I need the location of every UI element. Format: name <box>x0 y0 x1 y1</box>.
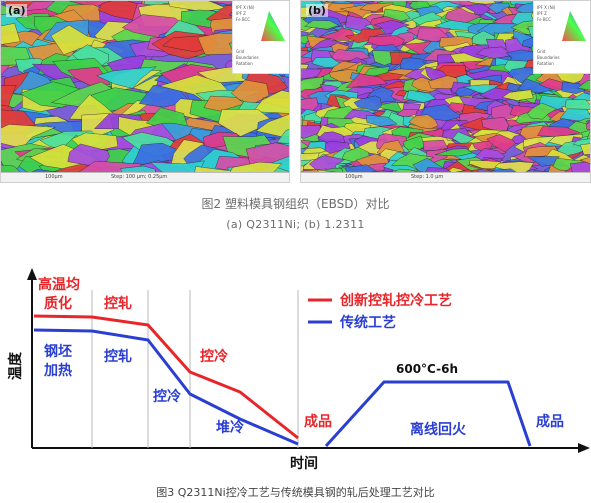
ebsd-grain <box>434 148 473 157</box>
ebsd-grain <box>301 124 323 139</box>
figure-3-caption: 图3 Q2311Ni控冷工艺与传统模具钢的轧后处理工艺对比 <box>156 486 435 499</box>
offline-tempering-label: 离线回火 <box>410 421 467 438</box>
blue-label-heating-1: 钢坯 <box>44 343 72 360</box>
figure-2-caption: 图2 塑料模具钢组织（EBSD）对比 <box>201 197 390 211</box>
ebsd-grain <box>344 1 378 5</box>
panel-b-tag: (b) <box>306 4 328 17</box>
red-process-line <box>33 314 299 440</box>
ebsd-grain <box>319 27 355 41</box>
legend-line: Boundaries <box>236 55 259 60</box>
ebsd-grain <box>353 95 382 112</box>
ebsd-grain <box>218 109 275 137</box>
product-label-2: 成品 <box>536 413 564 430</box>
y-axis-label: 温度 <box>7 351 24 380</box>
x-axis-arrow <box>578 443 590 453</box>
red-label-homogenize-1: 高温均 <box>38 276 80 293</box>
scale-step-b: Step: 1.0 μm <box>411 174 444 180</box>
ebsd-grain <box>252 90 289 114</box>
legend-line: Grid <box>537 49 546 54</box>
ebsd-grain <box>467 1 497 5</box>
ebsd-map-a: (a) IPF X (Ni) IPF Z Fe BCC Grid Boundar… <box>0 0 290 183</box>
process-comparison-diagram: 创新控轧控冷工艺 传统工艺 高温均 质化 控轧 控冷 钢坯 加热 控轧 控冷 堆… <box>7 268 590 472</box>
blue-label-heating-2: 加热 <box>43 362 72 379</box>
legend-line: IPF Z <box>537 11 547 16</box>
ebsd-grain <box>428 75 459 90</box>
legend-line: IPF X (Ni) <box>236 5 255 10</box>
ebsd-grain <box>96 66 157 89</box>
ebsd-grain <box>1 23 21 45</box>
ebsd-grain <box>501 89 534 101</box>
y-axis-arrow <box>27 268 37 280</box>
ebsd-grain <box>585 121 590 131</box>
blue-label-cooling: 控冷 <box>153 388 181 405</box>
product-label-1: 成品 <box>304 413 332 430</box>
ebsd-grain <box>255 114 289 138</box>
legend-line: Fe BCC <box>236 17 251 22</box>
ipf-triangle-b <box>562 11 586 41</box>
legend-line: Fe BCC <box>537 17 552 22</box>
ebsd-grain <box>301 116 303 127</box>
ebsd-grain <box>288 99 289 101</box>
ebsd-legend-b: IPF X (Ni) IPF Z Fe BCC Grid Boundaries … <box>533 1 590 74</box>
ebsd-grain <box>561 81 586 94</box>
ebsd-grain <box>526 156 560 167</box>
ebsd-map-b: (b) IPF X (Ni) IPF Z Fe BCC Grid Boundar… <box>300 0 591 183</box>
ebsd-grain <box>399 57 425 71</box>
ebsd-grain <box>345 73 388 88</box>
ebsd-grain <box>60 181 68 182</box>
x-axis-label: 时间 <box>290 455 318 472</box>
tempering-label: 600°C-6h <box>396 362 458 376</box>
ebsd-grain <box>569 161 590 175</box>
red-label-cooling: 控冷 <box>200 348 228 365</box>
ebsd-grain <box>406 89 437 103</box>
ebsd-grain <box>577 80 590 91</box>
legend-red-label: 创新控轧控冷工艺 <box>339 292 452 309</box>
ebsd-grain <box>589 112 590 114</box>
ebsd-legend-a: IPF X (Ni) IPF Z Fe BCC Grid Boundaries … <box>232 1 289 74</box>
legend-line: Rotation <box>236 61 253 66</box>
blue-tempering-line <box>324 380 532 448</box>
ebsd-grain <box>486 134 516 153</box>
legend-line: Grid <box>236 49 245 54</box>
blue-process-line <box>33 328 299 446</box>
ebsd-grain <box>469 159 501 170</box>
red-label-homogenize-2: 质化 <box>44 295 72 312</box>
scale-length-a: 100μm <box>45 174 63 180</box>
ebsd-grain <box>527 102 558 120</box>
scalebar-a: 100μm Step: 100 μm; 0.25μm <box>1 172 289 182</box>
ebsd-grain <box>487 2 511 14</box>
ebsd-grain <box>365 114 398 127</box>
red-label-rolling: 控轧 <box>104 295 132 312</box>
ipf-triangle-a <box>261 11 285 41</box>
blue-label-pile-cooling: 堆冷 <box>216 419 244 436</box>
panel-a-tag: (a) <box>6 4 28 17</box>
ebsd-grain <box>207 1 235 6</box>
legend-blue-label: 传统工艺 <box>339 314 396 331</box>
scale-length-b: 100μm <box>345 174 363 180</box>
scale-step-a: Step: 100 μm; 0.25μm <box>111 174 168 180</box>
scalebar-b: 100μm Step: 1.0 μm <box>301 172 590 182</box>
ebsd-grain <box>408 114 439 130</box>
ebsd-grain <box>580 143 590 156</box>
legend-line: IPF X (Ni) <box>537 5 556 10</box>
ebsd-grain <box>301 141 310 150</box>
ebsd-grain <box>303 20 340 30</box>
legend-line: Rotation <box>537 61 554 66</box>
ebsd-grain <box>586 131 590 141</box>
ebsd-grain <box>276 129 289 144</box>
ebsd-grain <box>131 142 194 167</box>
legend-line: IPF Z <box>236 11 246 16</box>
blue-label-rolling: 控轧 <box>104 348 132 365</box>
figure-2-subcaption: (a) Q2311Ni; (b) 1.2311 <box>226 218 365 231</box>
ebsd-grain <box>301 68 323 80</box>
legend-line: Boundaries <box>537 55 560 60</box>
ebsd-grain <box>522 181 542 182</box>
ebsd-grain <box>579 156 590 165</box>
